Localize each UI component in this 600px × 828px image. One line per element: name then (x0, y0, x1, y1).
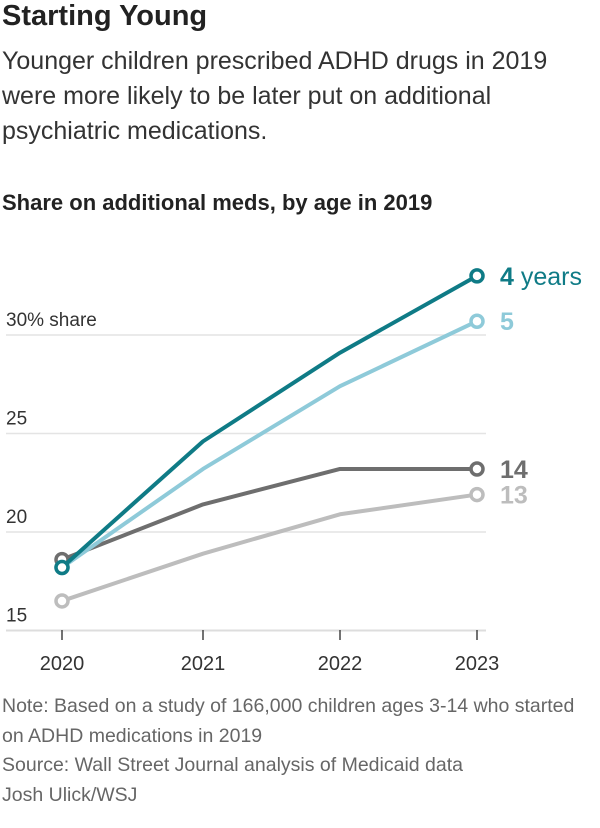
y-tick-label: 20 (6, 507, 27, 528)
notes: Note: Based on a study of 166,000 childr… (2, 692, 600, 810)
data-point-marker (54, 559, 70, 576)
series-line-14 (61, 466, 477, 562)
series-line-4-years (60, 274, 478, 569)
series-label: 14 (500, 456, 528, 484)
series-label-unit: years (514, 263, 582, 291)
y-tick-label: 30% share (6, 310, 97, 331)
series-label-number: 13 (500, 482, 528, 510)
chart-title: Starting Young (2, 0, 208, 32)
data-point-marker (54, 593, 70, 609)
source-text: Source: Wall Street Journal analysis of … (2, 754, 464, 776)
series-label-number: 14 (500, 456, 528, 484)
y-tick-label: 15 (6, 606, 27, 627)
series-label: 13 (500, 482, 528, 510)
x-tick-label: 2020 (40, 653, 85, 675)
series-label: 5 (500, 308, 514, 336)
data-point-marker (469, 268, 485, 284)
y-tick-label: 25 (6, 409, 27, 430)
series-line-5 (60, 319, 478, 570)
chart-subtitle: Younger children prescribed ADHD drugs i… (2, 47, 548, 145)
series-label: 4 years (500, 263, 582, 291)
series-line-13 (61, 492, 478, 603)
data-point-marker (469, 461, 485, 477)
data-point-marker (469, 313, 485, 329)
x-tick-label: 2021 (181, 653, 226, 675)
series-label-number: 5 (500, 308, 514, 336)
x-tick-label: 2023 (455, 653, 500, 675)
note-text: Note: Based on a study of 166,000 childr… (2, 695, 575, 747)
data-point-marker (469, 486, 485, 503)
plot-title: Share on additional meds, by age in 2019 (2, 190, 433, 215)
series-label-number: 4 (500, 263, 514, 291)
x-tick-label: 2022 (318, 653, 363, 675)
credit-text: Josh Ulick/WSJ (2, 783, 138, 806)
